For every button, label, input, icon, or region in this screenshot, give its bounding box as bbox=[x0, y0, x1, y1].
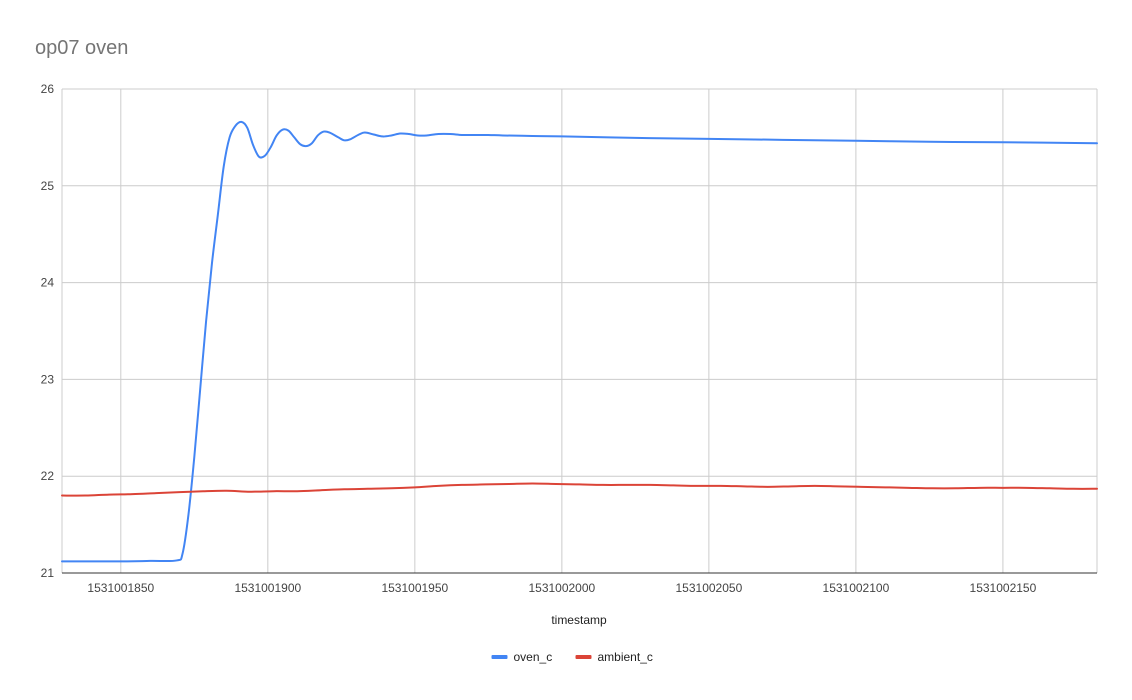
legend-swatch bbox=[575, 655, 592, 659]
legend-label: oven_c bbox=[514, 650, 553, 664]
y-tick-label: 22 bbox=[41, 469, 55, 483]
y-gridlines bbox=[62, 88, 1097, 477]
x-axis-label: timestamp bbox=[551, 613, 607, 627]
x-tick-label: 1531002100 bbox=[823, 581, 890, 595]
x-tick-label: 1531001900 bbox=[234, 581, 301, 595]
y-tick-label: 25 bbox=[41, 179, 55, 193]
legend: oven_c ambient_c bbox=[491, 650, 653, 664]
series-lines bbox=[61, 120, 1098, 563]
legend-swatch bbox=[491, 655, 508, 659]
y-tick-label: 23 bbox=[41, 372, 55, 386]
x-tick-label: 1531002050 bbox=[676, 581, 743, 595]
x-tick-label: 1531001850 bbox=[87, 581, 154, 595]
y-tick-label: 21 bbox=[41, 566, 55, 580]
x-tick-label: 1531002000 bbox=[528, 581, 595, 595]
x-tick-label: 1531002150 bbox=[970, 581, 1037, 595]
y-tick-labels: 21 22 23 24 25 26 bbox=[41, 82, 55, 580]
series-line-oven-c bbox=[61, 120, 1098, 563]
x-gridlines bbox=[61, 89, 1098, 573]
legend-label: ambient_c bbox=[598, 650, 653, 664]
x-tick-labels: 1531001850 1531001900 1531001950 1531002000… bbox=[87, 581, 1036, 595]
y-tick-label: 26 bbox=[41, 82, 55, 96]
chart-title: op07 oven bbox=[35, 37, 128, 59]
series-line-ambient-c bbox=[61, 482, 1098, 497]
x-tick-label: 1531001950 bbox=[381, 581, 448, 595]
y-tick-label: 24 bbox=[41, 276, 55, 290]
